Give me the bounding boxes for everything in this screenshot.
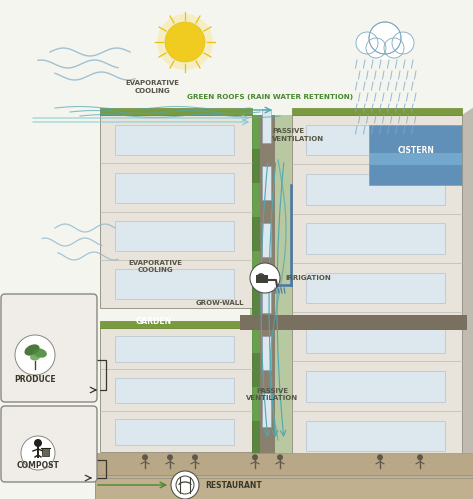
Circle shape [252, 454, 258, 460]
Circle shape [21, 436, 55, 470]
Bar [100, 321, 252, 328]
Circle shape [142, 454, 148, 460]
Circle shape [417, 454, 423, 460]
Text: EVAPORATIVE
COOLING: EVAPORATIVE COOLING [128, 260, 182, 273]
Bar [306, 371, 445, 402]
Bar [240, 315, 467, 330]
Text: COMPOST: COMPOST [17, 461, 60, 470]
Circle shape [34, 439, 42, 447]
Bar [262, 109, 271, 143]
Bar [368, 125, 462, 185]
FancyBboxPatch shape [1, 406, 97, 482]
Bar [252, 115, 260, 149]
Bar [115, 221, 234, 251]
Text: GREEN ROOFS (RAIN WATER RETENTION): GREEN ROOFS (RAIN WATER RETENTION) [187, 94, 353, 100]
Bar [252, 149, 260, 183]
Text: CISTERN: CISTERN [398, 146, 435, 155]
Circle shape [376, 42, 394, 60]
Circle shape [392, 32, 414, 54]
Circle shape [250, 263, 280, 293]
Bar [100, 328, 252, 452]
Bar [252, 319, 260, 353]
Bar [252, 285, 260, 319]
Bar [100, 115, 252, 308]
FancyBboxPatch shape [1, 294, 97, 402]
Circle shape [384, 38, 404, 58]
Bar [306, 273, 445, 303]
Bar [115, 269, 234, 299]
Polygon shape [462, 107, 473, 460]
Circle shape [356, 32, 378, 54]
Bar [292, 108, 462, 115]
Bar [262, 223, 271, 256]
Bar [262, 279, 271, 313]
Circle shape [192, 454, 198, 460]
Bar [262, 336, 271, 370]
Ellipse shape [25, 344, 40, 356]
Bar [100, 108, 252, 115]
Bar [115, 378, 234, 403]
Bar [252, 251, 260, 285]
Circle shape [171, 471, 199, 499]
Bar [252, 353, 260, 387]
Bar [306, 421, 445, 451]
Text: PASSIVE
VENTILATION: PASSIVE VENTILATION [246, 388, 298, 402]
Text: PASSIVE
VENTILATION: PASSIVE VENTILATION [272, 128, 324, 142]
Bar [252, 217, 260, 251]
Bar [306, 174, 445, 205]
Bar [250, 115, 295, 455]
Bar [95, 475, 473, 499]
Bar [368, 153, 462, 165]
Circle shape [377, 454, 383, 460]
Circle shape [157, 14, 213, 70]
Ellipse shape [33, 348, 47, 358]
Text: PRODUCE: PRODUCE [14, 375, 56, 384]
Bar [262, 393, 271, 427]
Text: EVAPORATIVE
COOLING: EVAPORATIVE COOLING [125, 80, 179, 93]
Bar [306, 224, 445, 254]
Bar [115, 125, 234, 155]
Bar [262, 166, 271, 200]
Ellipse shape [30, 353, 40, 360]
Circle shape [366, 38, 386, 58]
Circle shape [167, 454, 173, 460]
Bar [115, 419, 234, 445]
Text: IRRIGATION: IRRIGATION [285, 275, 331, 281]
Circle shape [277, 454, 283, 460]
Circle shape [369, 22, 401, 54]
Bar [115, 173, 234, 203]
Bar [95, 453, 473, 475]
Circle shape [15, 335, 55, 375]
Bar [252, 421, 260, 455]
Circle shape [165, 22, 205, 62]
Bar [256, 275, 268, 283]
Bar [42, 448, 49, 456]
Bar [260, 115, 275, 455]
Bar [306, 322, 445, 353]
Text: GARDEN: GARDEN [135, 317, 171, 326]
Bar [115, 336, 234, 362]
Bar [252, 387, 260, 421]
Bar [252, 183, 260, 217]
Bar [306, 125, 445, 155]
Text: GROW-WALL: GROW-WALL [196, 300, 244, 306]
Text: RESTAURANT: RESTAURANT [205, 481, 262, 490]
Bar [292, 115, 462, 460]
